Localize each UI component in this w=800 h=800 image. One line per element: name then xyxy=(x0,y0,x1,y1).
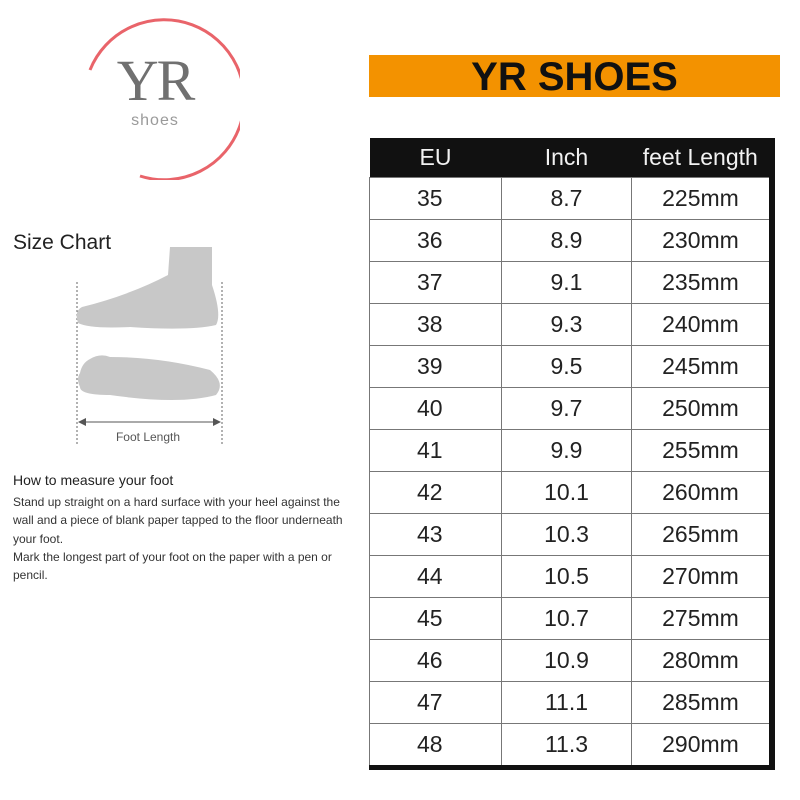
cell-eu: 42 xyxy=(369,471,502,514)
cell-inch: 8.7 xyxy=(501,177,632,220)
instruction-paragraph: Stand up straight on a hard surface with… xyxy=(13,495,343,546)
cell-inch: 10.1 xyxy=(501,471,632,514)
cell-length: 255mm xyxy=(631,429,773,472)
header-inch: Inch xyxy=(501,138,632,178)
cell-inch: 10.7 xyxy=(501,597,632,640)
table-row: 48 11.3 290mm xyxy=(369,723,773,768)
cell-inch: 9.1 xyxy=(501,261,632,304)
howto-title: How to measure your foot xyxy=(13,472,174,488)
cell-eu: 38 xyxy=(369,303,502,346)
cell-length: 275mm xyxy=(631,597,773,640)
logo-initials: YR xyxy=(116,48,196,113)
table-row: 41 9.9 255mm xyxy=(369,429,773,472)
table-row: 35 8.7 225mm xyxy=(369,177,773,220)
header-eu: EU xyxy=(369,138,502,178)
table-row: 40 9.7 250mm xyxy=(369,387,773,430)
cell-eu: 43 xyxy=(369,513,502,556)
cell-length: 280mm xyxy=(631,639,773,682)
cell-length: 230mm xyxy=(631,219,773,262)
cell-length: 260mm xyxy=(631,471,773,514)
cell-eu: 37 xyxy=(369,261,502,304)
logo-subtitle: shoes xyxy=(131,112,179,129)
cell-inch: 11.3 xyxy=(501,723,632,768)
cell-inch: 10.5 xyxy=(501,555,632,598)
howto-instructions: Stand up straight on a hard surface with… xyxy=(13,493,348,584)
cell-eu: 39 xyxy=(369,345,502,388)
table-row: 37 9.1 235mm xyxy=(369,261,773,304)
cell-inch: 9.5 xyxy=(501,345,632,388)
size-chart-title: Size Chart xyxy=(13,231,112,254)
cell-inch: 9.7 xyxy=(501,387,632,430)
table-row: 46 10.9 280mm xyxy=(369,639,773,682)
cell-eu: 46 xyxy=(369,639,502,682)
brand-banner: YR SHOES xyxy=(369,55,780,99)
table-row: 42 10.1 260mm xyxy=(369,471,773,514)
cell-length: 290mm xyxy=(631,723,773,768)
cell-eu: 47 xyxy=(369,681,502,724)
cell-length: 235mm xyxy=(631,261,773,304)
table-header-row: EU Inch feet Length xyxy=(369,138,772,178)
table-row: 39 9.5 245mm xyxy=(369,345,773,388)
foot-sole-icon xyxy=(78,355,220,400)
cell-inch: 9.3 xyxy=(501,303,632,346)
table-row: 43 10.3 265mm xyxy=(369,513,773,556)
cell-eu: 40 xyxy=(369,387,502,430)
cell-length: 245mm xyxy=(631,345,773,388)
cell-eu: 36 xyxy=(369,219,502,262)
table-row: 45 10.7 275mm xyxy=(369,597,773,640)
table-row: 47 11.1 285mm xyxy=(369,681,773,724)
cell-length: 225mm xyxy=(631,177,773,220)
cell-inch: 10.9 xyxy=(501,639,632,682)
cell-inch: 9.9 xyxy=(501,429,632,472)
table-row: 44 10.5 270mm xyxy=(369,555,773,598)
foot-length-label: Foot Length xyxy=(108,430,188,444)
cell-length: 285mm xyxy=(631,681,773,724)
cell-length: 270mm xyxy=(631,555,773,598)
cell-length: 250mm xyxy=(631,387,773,430)
cell-length: 240mm xyxy=(631,303,773,346)
cell-inch: 11.1 xyxy=(501,681,632,724)
cell-eu: 44 xyxy=(369,555,502,598)
table-row: 36 8.9 230mm xyxy=(369,219,773,262)
cell-eu: 41 xyxy=(369,429,502,472)
cell-inch: 10.3 xyxy=(501,513,632,556)
cell-eu: 45 xyxy=(369,597,502,640)
cell-eu: 35 xyxy=(369,177,502,220)
header-feet-length: feet Length xyxy=(631,138,772,178)
table-row: 38 9.3 240mm xyxy=(369,303,773,346)
size-table: EU Inch feet Length 35 8.7 225mm 36 8.9 230mm… xyxy=(369,138,775,770)
cell-inch: 8.9 xyxy=(501,219,632,262)
cell-eu: 48 xyxy=(369,723,502,768)
logo-ring-icon xyxy=(88,18,240,180)
cell-length: 265mm xyxy=(631,513,773,556)
foot-side-icon xyxy=(76,247,219,329)
instruction-paragraph: Mark the longest part of your foot on th… xyxy=(13,549,332,583)
foot-measure-illustration xyxy=(76,247,223,445)
